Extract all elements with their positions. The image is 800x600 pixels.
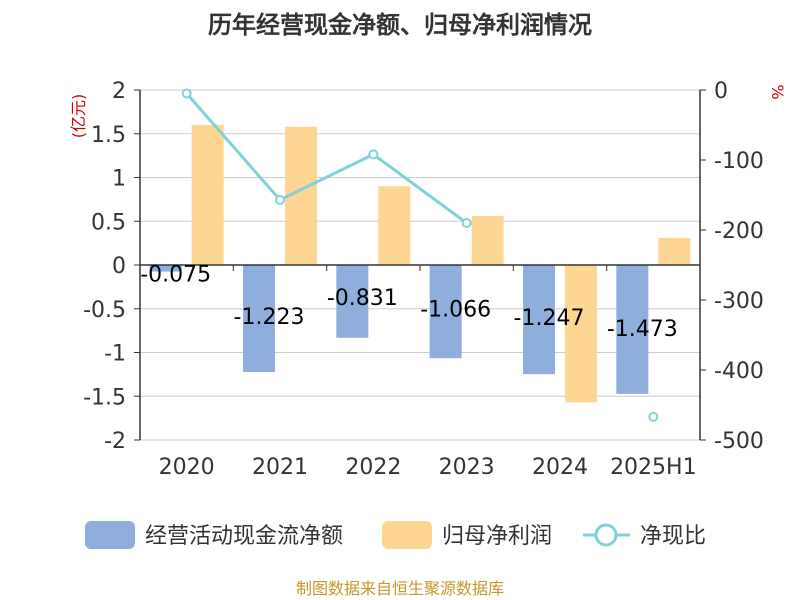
bar-net-profit <box>191 125 224 265</box>
bar-net-profit <box>658 237 691 265</box>
bar-net-profit <box>471 216 504 265</box>
ratio-point <box>275 194 285 205</box>
x-tick-label: 2025H1 <box>610 455 697 480</box>
right-tick-label: -200 <box>714 219 764 244</box>
bar-cashflow <box>336 265 369 338</box>
right-tick-label: -100 <box>714 149 764 174</box>
legend-swatch-cashflow <box>85 521 135 549</box>
left-tick-label: 1.5 <box>91 123 126 148</box>
left-tick-label: -1 <box>104 342 126 367</box>
left-tick-label: -2 <box>104 429 126 454</box>
data-labels: -0.075 -1.223 -0.831 -1.066 -1.247 -1.473 <box>140 263 678 342</box>
cashflow-data-label: -1.223 <box>234 305 305 330</box>
cashflow-data-label: -0.831 <box>327 286 398 311</box>
left-tick-label: -0.5 <box>83 298 126 323</box>
x-tick-label: 2023 <box>439 455 495 480</box>
left-tick-label: 0 <box>112 254 126 279</box>
cashflow-data-label: -1.473 <box>607 317 678 342</box>
legend-label-net-profit: 归母净利润 <box>442 524 552 549</box>
cashflow-data-label: -0.075 <box>140 263 211 288</box>
left-tick-label: 1 <box>112 167 126 192</box>
cashflow-data-label: -1.247 <box>514 306 585 331</box>
ratio-point <box>461 218 472 228</box>
x-tick-label: 2024 <box>532 455 588 480</box>
legend: 经营活动现金流净额 归母净利润 净现比 <box>85 521 706 549</box>
right-tick-label: -300 <box>714 289 764 314</box>
legend-marker-ratio <box>594 523 618 547</box>
bar-net-profit <box>378 186 411 265</box>
ratio-line <box>181 88 659 422</box>
axes: 2 1.5 1 0.5 0 -0.5 -1 -1.5 -2 0 -100 -200 -300 -400 -5… <box>83 79 764 480</box>
x-tick-label: 2021 <box>252 455 308 480</box>
right-tick-label: -400 <box>714 359 764 384</box>
right-tick-label: 0 <box>714 79 728 104</box>
right-tick-label: -500 <box>714 429 764 454</box>
left-tick-label: 2 <box>112 79 126 104</box>
x-tick-label: 2020 <box>159 455 215 480</box>
right-axis-unit: % <box>768 84 787 99</box>
bar-cashflow <box>523 265 555 375</box>
chart-title: 历年经营现金净额、归母净利润情况 <box>208 11 592 39</box>
cashflow-data-label: -1.066 <box>420 297 491 322</box>
bar-cashflow <box>243 265 275 373</box>
left-tick-label: -1.5 <box>83 385 126 410</box>
ratio-point <box>648 411 659 422</box>
legend-label-cashflow: 经营活动现金流净额 <box>145 524 343 549</box>
bars <box>149 125 691 403</box>
ratio-line-path <box>185 92 468 225</box>
legend-swatch-net-profit <box>382 521 432 549</box>
left-axis-unit: (亿元) <box>69 94 88 139</box>
bar-net-profit <box>565 265 597 403</box>
bar-cashflow <box>149 265 182 272</box>
source-note: 制图数据来自恒生聚源数据库 <box>296 579 504 598</box>
x-tick-label: 2022 <box>345 455 401 480</box>
ratio-point <box>368 149 379 160</box>
ratio-point <box>181 88 192 99</box>
bar-cashflow <box>429 265 462 359</box>
legend-label-ratio: 净现比 <box>640 524 706 549</box>
bar-cashflow <box>616 265 649 394</box>
left-tick-label: 0.5 <box>91 210 126 235</box>
